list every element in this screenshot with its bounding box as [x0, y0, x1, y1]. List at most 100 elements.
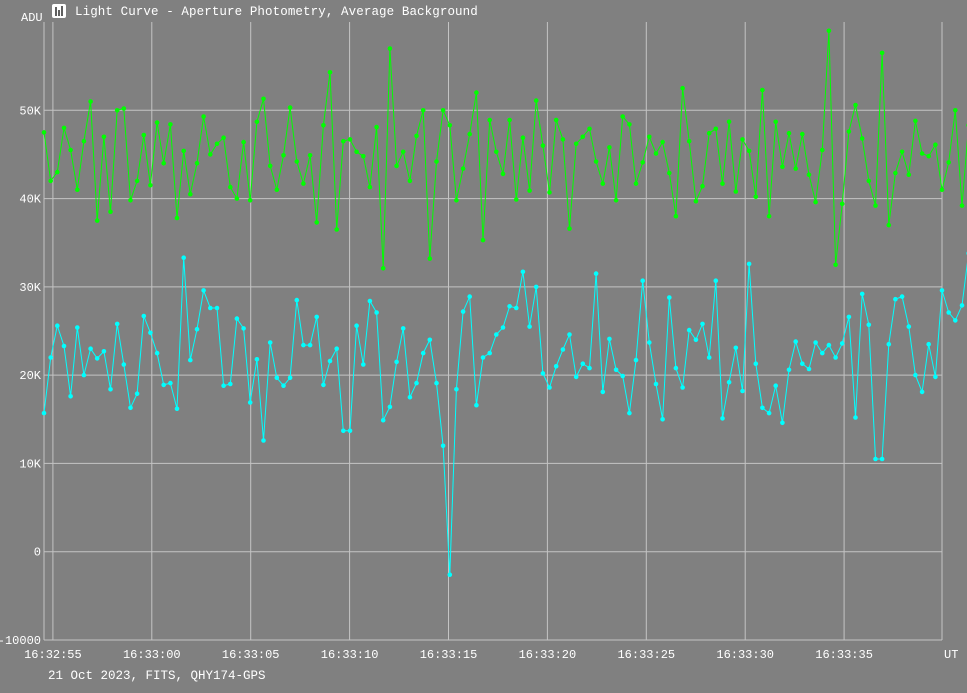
data-point-cyan — [547, 385, 552, 390]
data-point-cyan — [893, 296, 898, 302]
data-point-cyan — [846, 314, 852, 320]
data-point-cyan — [693, 337, 699, 343]
data-point-cyan — [374, 310, 379, 315]
data-point-green — [720, 181, 725, 186]
data-point-green — [148, 183, 153, 188]
data-point-green — [673, 213, 679, 219]
data-point-cyan — [334, 346, 340, 352]
data-point-cyan — [314, 314, 320, 320]
data-point-cyan — [959, 303, 965, 308]
data-point-green — [181, 148, 186, 154]
data-point-cyan — [587, 365, 592, 371]
data-point-green — [786, 130, 792, 136]
data-point-green — [474, 90, 479, 95]
data-point-green — [75, 187, 80, 192]
x-tick-label: 16:33:15 — [420, 648, 478, 660]
data-point-green — [101, 134, 107, 140]
y-tick-label: 20K — [19, 369, 41, 383]
data-point-green — [400, 149, 406, 155]
data-point-cyan — [75, 325, 80, 330]
data-point-green — [380, 266, 386, 271]
data-point-cyan — [866, 322, 872, 328]
data-point-cyan — [148, 330, 153, 336]
data-point-cyan — [128, 405, 133, 411]
x-tick-label: 16:33:35 — [815, 648, 873, 660]
data-point-cyan — [121, 362, 127, 367]
data-point-green — [134, 178, 140, 184]
data-point-green — [906, 172, 912, 177]
light-curve-app-icon[interactable] — [52, 4, 66, 18]
data-point-cyan — [228, 381, 233, 387]
data-point-cyan — [886, 341, 892, 347]
data-point-cyan — [307, 342, 313, 348]
data-point-green — [108, 209, 113, 215]
data-point-green — [347, 137, 353, 142]
data-point-cyan — [520, 269, 526, 275]
data-point-cyan — [540, 371, 546, 376]
data-point-green — [467, 131, 473, 137]
x-tick-label: 16:33:00 — [123, 648, 181, 660]
data-point-green — [334, 227, 340, 232]
data-point-cyan — [780, 420, 785, 426]
data-point-green — [600, 181, 606, 186]
data-point-cyan — [201, 288, 206, 293]
data-point-green — [447, 123, 453, 128]
data-point-green — [527, 188, 532, 193]
data-point-green — [68, 147, 73, 153]
data-point-cyan — [480, 355, 486, 360]
data-point-green — [640, 160, 645, 165]
data-point-green — [214, 141, 220, 147]
data-point-green — [460, 166, 466, 171]
data-point-cyan — [879, 456, 885, 462]
data-point-cyan — [487, 350, 493, 356]
data-point-green — [114, 108, 120, 113]
data-point-green — [560, 137, 566, 142]
data-point-green — [267, 163, 273, 169]
y-axis-label: ADU — [21, 11, 43, 25]
data-point-cyan — [740, 388, 745, 394]
data-point-green — [587, 126, 592, 132]
data-point-cyan — [274, 375, 280, 381]
x-tick-label: 16:32:55 — [24, 648, 82, 660]
data-point-cyan — [567, 332, 572, 337]
data-point-cyan — [181, 255, 186, 260]
data-point-green — [886, 222, 892, 228]
data-point-green — [234, 196, 240, 201]
data-point-cyan — [560, 347, 566, 352]
data-point-green — [301, 181, 306, 186]
data-point-cyan — [746, 261, 752, 267]
data-point-cyan — [420, 350, 426, 356]
data-point-green — [547, 190, 552, 195]
y-tick-label: 50K — [19, 104, 41, 118]
data-point-cyan — [806, 366, 812, 372]
data-point-green — [826, 28, 832, 34]
data-point-green — [879, 50, 885, 56]
data-point-cyan — [733, 345, 739, 351]
data-point-cyan — [946, 310, 951, 315]
data-point-green — [633, 181, 639, 186]
x-tick-label: 16:33:30 — [716, 648, 774, 660]
data-point-cyan — [134, 391, 140, 397]
data-point-cyan — [753, 361, 759, 367]
data-point-cyan — [68, 394, 73, 399]
data-point-green — [899, 149, 905, 155]
data-point-cyan — [839, 341, 845, 346]
data-point-green — [520, 135, 526, 140]
data-point-green — [354, 149, 359, 155]
data-point-cyan — [607, 336, 612, 342]
data-point-cyan — [527, 324, 532, 329]
data-point-cyan — [686, 327, 692, 333]
data-point-green — [128, 198, 133, 203]
data-point-cyan — [321, 382, 326, 388]
data-point-green — [294, 159, 300, 164]
data-point-cyan — [726, 379, 732, 385]
data-point-green — [766, 213, 772, 219]
data-point-green — [174, 215, 180, 221]
data-point-green — [194, 161, 200, 166]
data-point-green — [607, 145, 612, 150]
data-point-cyan — [653, 381, 659, 387]
y-tick-label: 10K — [19, 457, 41, 471]
data-point-cyan — [700, 321, 705, 327]
data-point-cyan — [287, 375, 293, 381]
data-point-green — [94, 218, 100, 223]
